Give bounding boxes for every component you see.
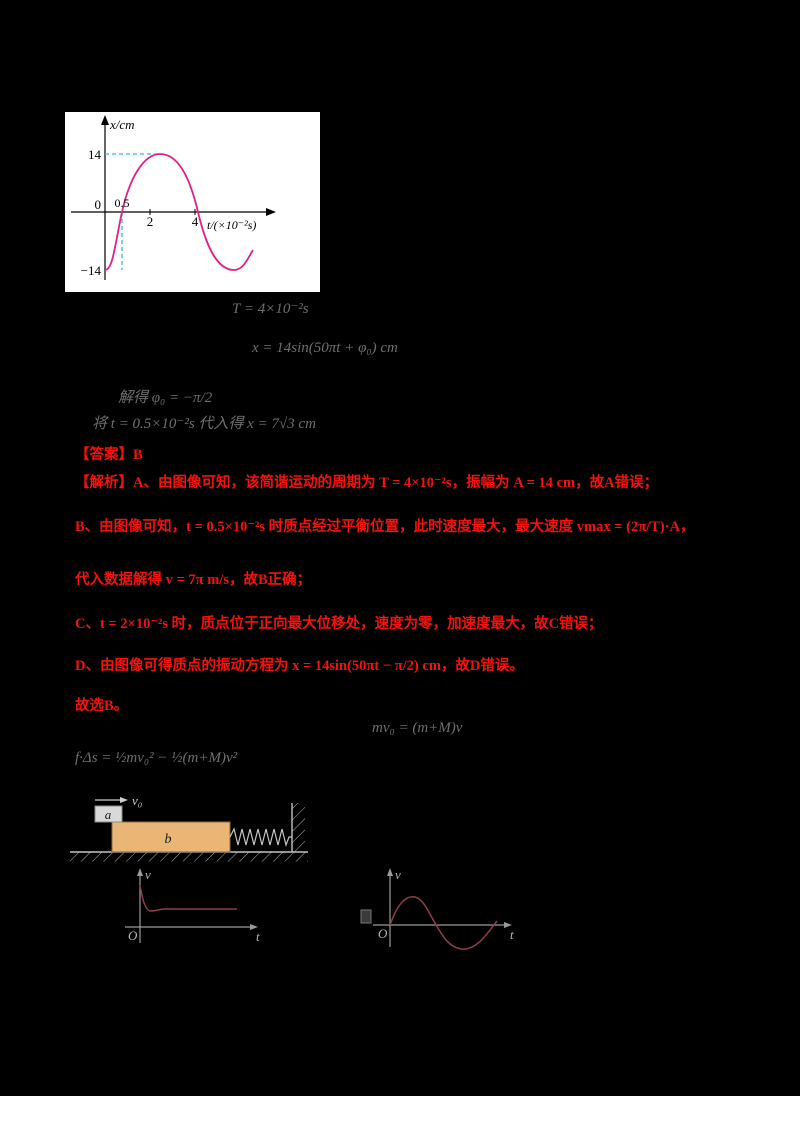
- vt1-v-arrow-icon: [137, 868, 143, 876]
- vt2-t-label: t: [510, 927, 514, 942]
- analysis-line-final: 故选B。: [75, 698, 129, 714]
- small-square-icon: [360, 909, 372, 924]
- blocks-spring-svg: b a v₀: [70, 793, 308, 862]
- wall-hatching: [292, 803, 305, 852]
- analysis-line-b2: 代入数据解得 v = 7π m/s，故B正确；: [75, 572, 312, 588]
- vt-graph-2-svg: v O t: [360, 867, 514, 950]
- answer-line: 【答案】B: [75, 447, 143, 463]
- shm-ymin-label: −14: [81, 263, 102, 278]
- vt2-t-arrow-icon: [504, 922, 512, 928]
- shm-chart: x/cm 14 0 0.5 2 4 −14 t/(×10⁻²s): [65, 112, 320, 292]
- vt1-v-label: v: [145, 867, 151, 882]
- vt-graph-2: v O t: [355, 865, 520, 970]
- block-a-label: a: [105, 807, 112, 822]
- spring: [229, 827, 292, 848]
- formula-line-4: 将 t = 0.5×10⁻²s 代入得 x = 7√3 cm: [92, 416, 316, 432]
- formula-line-6: f·Δs = ½mv₀² − ½(m+M)v²: [75, 750, 238, 766]
- shm-origin-label: 0: [95, 197, 102, 212]
- page-bottom-margin: [0, 1096, 800, 1132]
- shm-xlabel: t/(×10⁻²s): [207, 218, 256, 232]
- x-axis-arrow-icon: [266, 208, 276, 216]
- analysis-line-a: 【解析】A、由图像可知，该简谐运动的周期为 T = 4×10⁻²s，振幅为 A …: [75, 475, 659, 491]
- analysis-line-c: C、t = 2×10⁻²s 时，质点位于正向最大位移处，速度为零，加速度最大，故…: [75, 616, 603, 632]
- shm-ylabel: x/cm: [109, 117, 135, 132]
- analysis-line-d: D、由图像可得质点的振动方程为 x = 14sin(50πt − π/2) cm…: [75, 658, 524, 674]
- vt1-origin-label: O: [128, 928, 138, 943]
- vt-graph-1: v O t: [115, 865, 265, 965]
- vt2-curve: [389, 896, 498, 950]
- v0-arrowhead-icon: [120, 797, 128, 803]
- v0-label: v₀: [132, 795, 142, 808]
- block-a: [94, 805, 123, 823]
- shm-chart-svg: x/cm 14 0 0.5 2 4 −14 t/(×10⁻²s): [71, 115, 276, 280]
- formula-line-1: T = 4×10⁻²s: [232, 301, 309, 317]
- vt1-curve: [139, 884, 237, 912]
- vt1-t-label: t: [256, 929, 260, 944]
- formula-line-3: 解得 φ₀ = −π/2: [118, 390, 213, 406]
- y-axis-arrow-icon: [101, 115, 109, 125]
- vt1-t-arrow-icon: [250, 924, 258, 930]
- vt2-origin-label: O: [378, 926, 388, 941]
- shm-tick2-label: 2: [147, 214, 154, 229]
- formula-line-5: mv₀ = (m+M)v: [372, 720, 463, 736]
- analysis-line-b: B、由图像可知，t = 0.5×10⁻²s 时质点经过平衡位置，此时速度最大，最…: [75, 519, 695, 535]
- ground-hatching: [70, 852, 308, 862]
- vt-graph-1-svg: v O t: [125, 867, 260, 944]
- vt2-v-arrow-icon: [387, 868, 393, 876]
- vt2-v-label: v: [395, 867, 401, 882]
- shm-curve: [104, 153, 254, 271]
- shm-first-zero-label: 0.5: [115, 196, 130, 210]
- shm-ymax-label: 14: [88, 147, 102, 162]
- blocks-spring-diagram: b a v₀: [68, 793, 313, 870]
- formula-line-2: x = 14sin(50πt + φ₀) cm: [252, 340, 398, 356]
- block-b-label: b: [165, 832, 172, 847]
- block-b: [111, 821, 231, 853]
- shm-tick4-label: 4: [192, 214, 199, 229]
